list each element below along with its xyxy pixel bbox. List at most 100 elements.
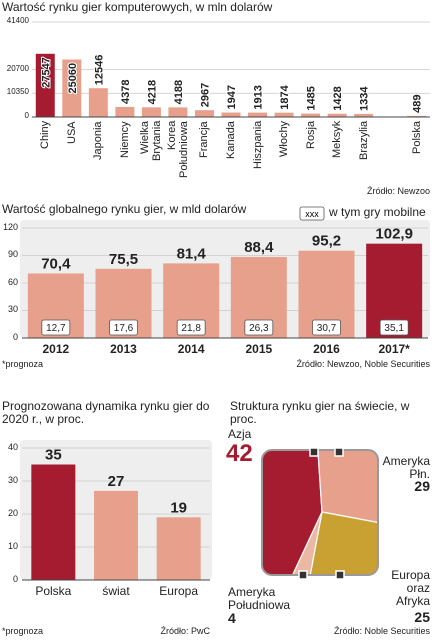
pie-marker bbox=[298, 570, 308, 580]
pie-slice bbox=[312, 450, 378, 539]
legend-label: w tym gry mobilne bbox=[329, 205, 426, 219]
value-label: 1334 bbox=[359, 86, 371, 111]
pie-slice bbox=[295, 511, 378, 575]
x-tick-label: 2015 bbox=[245, 342, 273, 356]
bar bbox=[88, 88, 108, 117]
value-label: 1947 bbox=[226, 85, 238, 109]
x-tick-label: Korea Południowa bbox=[165, 121, 190, 178]
value-label: 4188 bbox=[173, 80, 185, 104]
value-label: 19 bbox=[170, 499, 187, 516]
inner-value-box bbox=[41, 319, 71, 336]
x-tick-label: Hiszpania bbox=[251, 121, 264, 170]
x-tick-label: 2013 bbox=[110, 342, 137, 356]
pie bbox=[262, 450, 378, 575]
y-tick-label: 40 bbox=[7, 441, 18, 452]
inner-value-label: 21,8 bbox=[181, 323, 201, 334]
slice-value: 42 bbox=[226, 440, 253, 467]
value-label: 489 bbox=[412, 95, 424, 113]
y-tick-label: 60 bbox=[7, 276, 18, 287]
x-tick-label: 2017* bbox=[378, 342, 410, 356]
source: Źródło: PwC bbox=[160, 626, 210, 636]
bar bbox=[35, 53, 55, 117]
value-label: 70,4 bbox=[41, 255, 71, 272]
inner-value-label: 12,7 bbox=[46, 323, 66, 334]
y-tick-label: 90 bbox=[7, 249, 18, 260]
x-tick-label: Niemcy bbox=[118, 121, 131, 158]
value-label: 81,4 bbox=[177, 245, 207, 262]
x-tick-label: Japonia bbox=[92, 121, 105, 160]
source: Źródło: Newzoo, Noble Securities bbox=[296, 359, 430, 369]
slice-label: Ameryka Południowa bbox=[228, 585, 291, 613]
inner-value-label: 30,7 bbox=[317, 323, 337, 334]
x-tick-label: USA bbox=[65, 121, 78, 144]
value-label: 4218 bbox=[146, 80, 158, 104]
value-label: 4378 bbox=[120, 79, 132, 103]
pie-slice bbox=[262, 450, 323, 575]
x-tick-label: Kanada bbox=[224, 121, 237, 159]
legend-sample: xxx bbox=[305, 209, 319, 219]
pie-slice bbox=[262, 511, 323, 575]
x-tick-label: Rosja bbox=[304, 121, 317, 150]
bar bbox=[194, 110, 214, 117]
inner-value-box bbox=[176, 319, 206, 336]
x-tick-label: Polska bbox=[410, 121, 423, 155]
value-label: 25060 bbox=[67, 63, 79, 94]
source: Źródło: Noble Securities bbox=[333, 626, 430, 636]
inner-value-box bbox=[244, 319, 274, 336]
note: *prognoza bbox=[2, 626, 44, 636]
x-tick-label: Francja bbox=[198, 121, 211, 158]
slice-label: Europa oraz Afryka bbox=[391, 568, 430, 609]
bar bbox=[62, 59, 82, 117]
value-label: 1428 bbox=[332, 86, 344, 110]
value-label: 1485 bbox=[306, 86, 318, 110]
slice-value: 4 bbox=[228, 610, 236, 626]
y-tick-label: 120 bbox=[2, 221, 18, 232]
bar bbox=[327, 113, 347, 117]
x-tick-label: Polska bbox=[35, 584, 72, 598]
x-tick-label: Chiny bbox=[39, 121, 52, 150]
x-tick-label: Meksyk bbox=[331, 121, 344, 159]
x-tick-label: Europa bbox=[159, 584, 198, 598]
bar bbox=[274, 112, 294, 117]
legend-swatch bbox=[299, 206, 325, 221]
chart-title: Struktura rynku gier na świecie, w proc. bbox=[230, 399, 410, 427]
bar bbox=[94, 490, 138, 580]
x-tick-label: 2012 bbox=[42, 342, 70, 356]
value-label: 102,9 bbox=[375, 226, 413, 243]
x-tick-label: 2016 bbox=[313, 342, 340, 356]
slice-value: 29 bbox=[414, 478, 430, 494]
bar bbox=[141, 107, 161, 117]
value-label: 12546 bbox=[93, 55, 105, 86]
inner-value-label: 35,1 bbox=[384, 323, 404, 334]
bar bbox=[156, 517, 201, 580]
value-label: 75,5 bbox=[109, 251, 138, 268]
bar bbox=[168, 107, 188, 117]
x-tick-label: Brazylia bbox=[357, 121, 370, 161]
slice-label: Azja bbox=[228, 427, 252, 441]
bar bbox=[115, 106, 135, 117]
inner-value-label: 17,6 bbox=[114, 323, 134, 334]
x-tick-label: 2014 bbox=[177, 342, 205, 356]
x-tick-label: Włochy bbox=[278, 121, 291, 158]
pie-marker bbox=[309, 447, 319, 457]
bar bbox=[248, 112, 268, 117]
source: Źródło: Newzoo bbox=[366, 186, 430, 196]
y-tick-label: 20700 bbox=[6, 63, 29, 73]
x-tick-label: Wielka Brytania bbox=[139, 121, 164, 162]
slice-label: Ameryka Płn. bbox=[382, 454, 430, 482]
y-tick-label: 10350 bbox=[6, 87, 29, 97]
chart-title: Wartość rynku gier komputerowych, w mln … bbox=[2, 0, 273, 14]
pie-frame bbox=[261, 449, 379, 576]
value-label: 35 bbox=[45, 447, 62, 464]
pie-marker bbox=[335, 570, 345, 580]
value-label: 1913 bbox=[253, 85, 265, 109]
y-tick-label: 10 bbox=[7, 540, 18, 551]
bar bbox=[301, 113, 321, 117]
chart-title: Wartość globalnego rynku gier, w mld dol… bbox=[2, 202, 247, 216]
inner-value-box bbox=[379, 319, 409, 336]
y-tick-label: 30 bbox=[7, 304, 18, 315]
y-tick-label: 0 bbox=[12, 573, 18, 584]
bar bbox=[31, 464, 76, 580]
